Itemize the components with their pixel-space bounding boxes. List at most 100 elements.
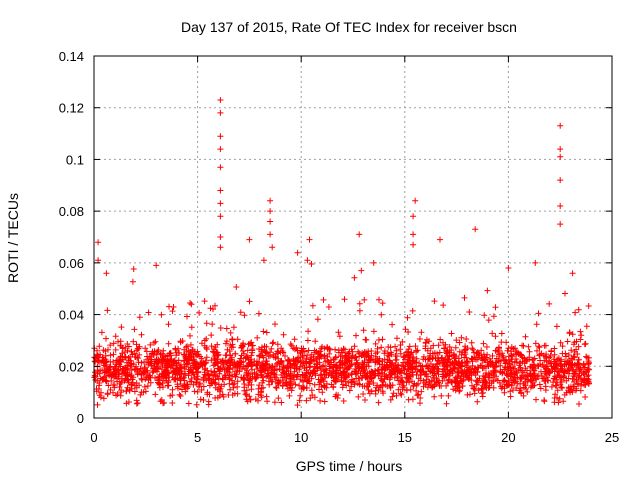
data-point	[417, 400, 423, 407]
data-point	[317, 372, 324, 379]
data-point	[274, 341, 281, 348]
data-point	[484, 287, 491, 294]
data-point	[326, 363, 333, 370]
data-point	[266, 381, 273, 388]
data-point	[418, 366, 425, 373]
data-point	[424, 362, 431, 369]
data-point	[130, 266, 137, 272]
data-point	[348, 360, 355, 367]
data-point	[186, 368, 193, 375]
data-point	[418, 329, 425, 336]
data-point	[217, 366, 223, 373]
data-point	[217, 213, 224, 220]
data-point	[120, 356, 126, 363]
data-point	[160, 377, 167, 384]
data-point	[390, 365, 397, 372]
data-point	[126, 386, 133, 393]
data-point	[365, 380, 372, 386]
data-point	[402, 326, 409, 333]
data-point	[489, 330, 496, 337]
data-point	[417, 377, 424, 384]
data-point	[532, 259, 539, 266]
data-point	[405, 346, 412, 353]
data-point	[397, 390, 404, 397]
data-point	[440, 302, 447, 309]
data-point	[340, 375, 347, 381]
data-point	[125, 343, 132, 350]
data-point	[493, 363, 499, 370]
data-point	[405, 329, 412, 335]
data-point	[474, 398, 481, 405]
data-point	[410, 231, 417, 238]
data-point	[358, 366, 365, 372]
data-point	[514, 380, 521, 387]
data-point	[415, 391, 422, 398]
data-point	[139, 376, 145, 383]
data-point	[118, 324, 125, 331]
data-point	[378, 344, 385, 351]
data-point	[426, 338, 432, 345]
data-point	[188, 324, 195, 331]
data-point	[155, 376, 162, 383]
data-point	[201, 342, 208, 349]
data-point	[392, 357, 399, 364]
data-point	[431, 298, 438, 305]
data-point	[227, 386, 233, 393]
data-point	[169, 400, 176, 406]
data-point	[530, 356, 537, 363]
data-point	[569, 375, 576, 382]
data-point	[564, 338, 571, 345]
data-point	[410, 213, 417, 220]
data-point	[116, 370, 123, 377]
data-point	[552, 360, 559, 367]
data-point	[553, 323, 560, 330]
data-point	[95, 257, 102, 264]
data-point	[170, 304, 177, 310]
data-point	[573, 338, 580, 345]
data-point	[362, 397, 368, 403]
data-point	[128, 372, 135, 379]
data-point	[490, 384, 497, 391]
y-axis-label: ROTI / TECUs	[5, 193, 21, 283]
data-point	[499, 383, 506, 390]
data-point	[476, 352, 483, 359]
data-point	[152, 366, 159, 373]
data-point	[536, 344, 543, 351]
data-point	[578, 332, 585, 339]
data-point	[296, 397, 303, 404]
data-point	[551, 351, 558, 358]
data-point	[133, 347, 140, 354]
data-point	[226, 358, 232, 364]
data-point	[490, 369, 497, 376]
data-point	[171, 368, 178, 375]
data-point	[510, 387, 516, 394]
data-point	[125, 357, 132, 364]
data-point	[409, 378, 415, 385]
data-point	[395, 386, 402, 393]
data-point	[262, 348, 269, 355]
data-point	[564, 367, 571, 374]
data-point	[303, 384, 310, 391]
data-point	[555, 355, 562, 362]
data-point	[220, 393, 227, 400]
data-point	[173, 359, 180, 366]
data-point	[542, 342, 549, 349]
data-point	[312, 338, 319, 345]
data-point	[249, 346, 256, 353]
data-point	[461, 294, 468, 301]
data-point	[224, 358, 231, 365]
data-point	[573, 385, 580, 392]
data-point	[503, 339, 510, 346]
data-point	[548, 383, 555, 390]
data-point	[359, 383, 366, 389]
data-point	[533, 321, 540, 328]
data-point	[211, 355, 217, 362]
data-point	[558, 384, 565, 391]
data-point	[212, 302, 218, 309]
data-point	[505, 265, 512, 271]
data-point	[524, 388, 531, 395]
data-point	[145, 309, 152, 316]
data-point	[379, 371, 386, 378]
data-point	[107, 342, 114, 349]
data-point	[196, 309, 203, 316]
